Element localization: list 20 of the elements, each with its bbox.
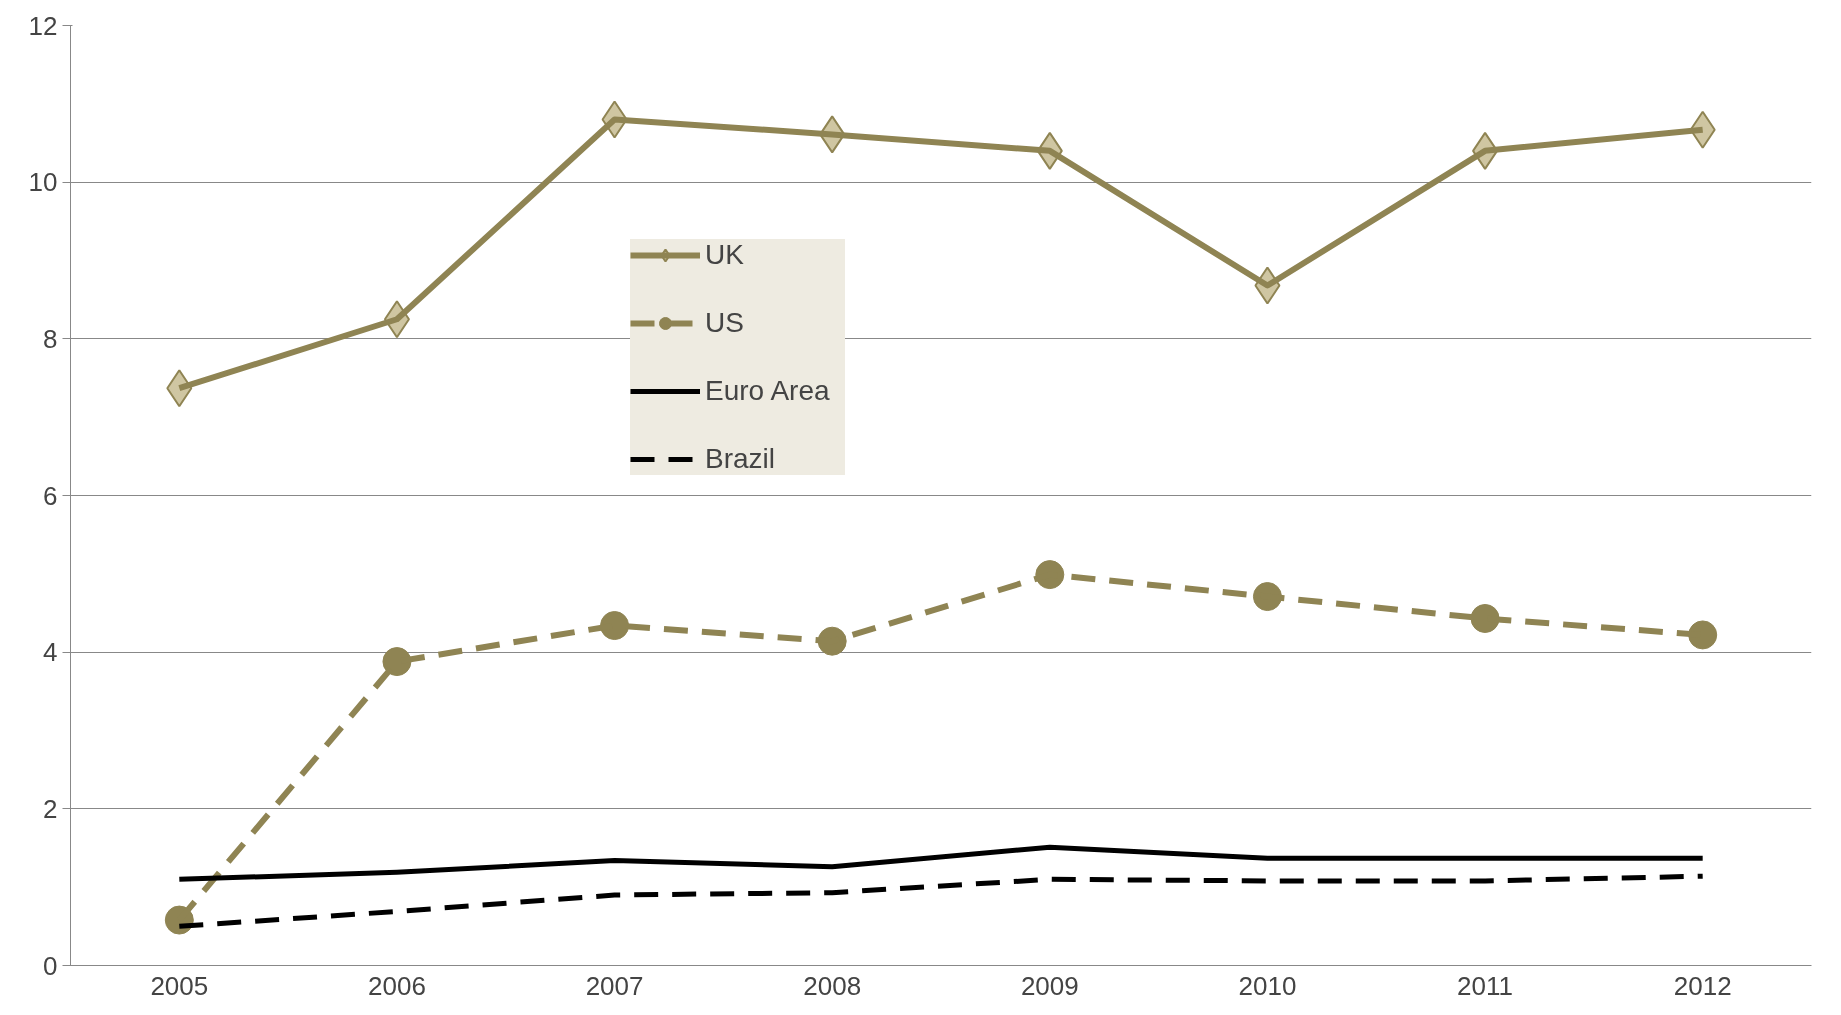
x-tick-label: 2005 [150,970,209,1001]
x-tick-label: 2006 [368,970,426,1001]
y-tick-label: 4 [43,637,58,668]
y-tick-label: 10 [28,167,58,198]
x-tick-label: 2009 [1020,970,1079,1001]
legend-label: Euro Area [705,375,831,407]
x-tick-label: 2010 [1238,970,1297,1001]
legend-label: Brazil [705,443,776,475]
y-tick-label: 2 [43,793,58,824]
x-tick-label: 2008 [803,970,862,1001]
x-tick-label: 2011 [1457,970,1514,1001]
legend-label: US [705,307,745,339]
x-tick-label: 2007 [585,970,644,1001]
point [1688,620,1718,650]
legend-label: UK [705,239,745,271]
y-tick-label: 12 [28,10,58,41]
x-tick-label: 2012 [1673,970,1732,1001]
y-tick-label: 6 [43,480,58,511]
y-tick-label: 8 [43,323,58,354]
y-tick-label: 0 [43,950,58,981]
